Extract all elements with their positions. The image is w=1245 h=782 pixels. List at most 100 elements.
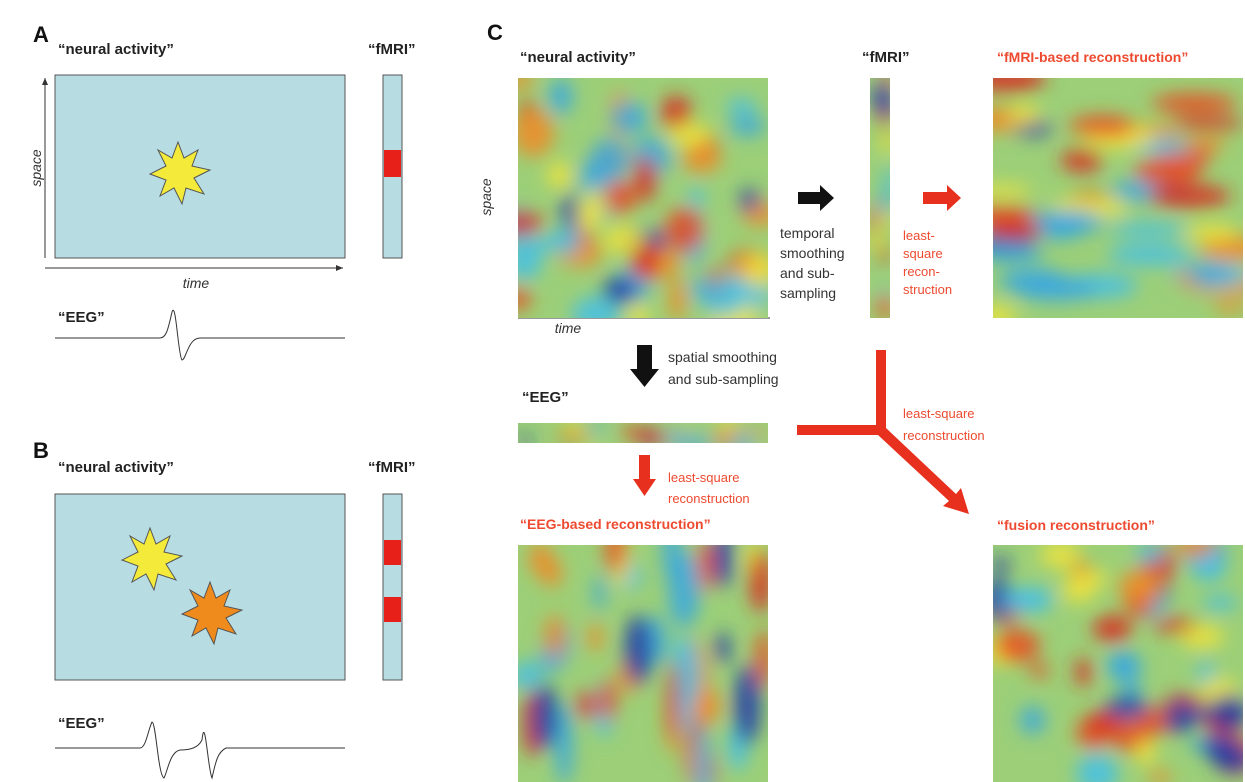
blob	[1164, 701, 1198, 734]
text-line: spatial smoothing	[668, 349, 777, 365]
text-line: temporal	[780, 225, 834, 241]
panel-title: “fusion reconstruction”	[997, 517, 1155, 533]
step-text: least-square recon-struction	[903, 228, 952, 297]
arrow	[633, 455, 656, 496]
blob	[1152, 618, 1197, 633]
blob	[739, 188, 760, 212]
axis-label: time	[183, 275, 210, 291]
text-line: reconstruction	[903, 428, 985, 443]
blob	[870, 202, 879, 237]
blob	[733, 664, 761, 746]
blob	[1060, 585, 1097, 603]
text-line: reconstruction	[668, 491, 750, 506]
blob	[878, 212, 890, 228]
heatmap-blobs	[993, 78, 1243, 318]
arrow	[630, 345, 659, 387]
heatmap-blobs	[518, 78, 768, 318]
blob	[701, 278, 747, 317]
blob	[1118, 569, 1163, 605]
blob	[518, 241, 542, 281]
arrow	[923, 185, 961, 211]
blob	[1039, 210, 1105, 234]
eeg-trace	[55, 309, 345, 361]
blob	[1212, 744, 1243, 774]
blob	[667, 123, 712, 147]
eeg-trace	[55, 721, 345, 780]
blob	[694, 726, 711, 782]
blob	[682, 143, 722, 174]
blob	[546, 161, 572, 190]
blob	[556, 224, 581, 256]
blob	[880, 131, 890, 155]
fmri-strip	[382, 493, 403, 681]
panel-label: C	[487, 20, 503, 45]
blob	[548, 78, 573, 116]
blob	[561, 193, 580, 234]
blob	[1064, 568, 1108, 589]
blob	[660, 95, 692, 131]
fusion-arrow	[797, 350, 969, 514]
blob	[1197, 660, 1215, 685]
blob	[518, 78, 534, 89]
text-line: recon-	[903, 264, 940, 279]
panel-title: “fMRI”	[368, 459, 416, 476]
heatmap-blobs	[870, 78, 890, 318]
blob	[1029, 663, 1049, 678]
panel-title: “neural activity”	[58, 41, 174, 58]
blob	[1039, 545, 1082, 568]
blob	[603, 225, 645, 255]
panel-title: “fMRI”	[862, 49, 910, 66]
blob	[993, 556, 1011, 572]
blob	[1148, 770, 1172, 782]
blob	[531, 683, 559, 750]
blob	[1019, 705, 1046, 735]
blob	[518, 287, 531, 311]
blob	[667, 550, 701, 628]
axis-label: space	[478, 178, 494, 216]
blob	[518, 212, 544, 235]
blob	[572, 296, 620, 318]
blob	[634, 156, 657, 202]
blob	[716, 423, 740, 432]
blob	[712, 545, 734, 588]
activity-burst	[180, 580, 244, 646]
blob	[1092, 614, 1132, 643]
heatmap	[993, 545, 1243, 782]
blob	[878, 294, 890, 318]
panel-title: “fMRI-based reconstruction”	[997, 49, 1188, 65]
blob	[587, 623, 603, 652]
blob	[1076, 752, 1119, 782]
blob	[576, 691, 598, 720]
blob	[993, 243, 1044, 262]
blob	[1060, 149, 1103, 173]
blob	[1151, 93, 1237, 114]
blob	[728, 433, 756, 443]
arrow	[798, 185, 834, 211]
blob	[621, 425, 638, 439]
blob	[877, 246, 890, 262]
blob	[589, 423, 606, 435]
blob	[629, 428, 664, 443]
blob	[998, 267, 1069, 295]
blob	[1170, 117, 1243, 131]
blob	[1106, 650, 1142, 683]
blob	[884, 78, 890, 90]
blob	[740, 253, 768, 288]
fmri-voxel	[384, 150, 401, 177]
text-line: least-	[903, 228, 935, 243]
blob	[1108, 221, 1188, 237]
blob	[1175, 545, 1216, 558]
blob	[1007, 105, 1041, 125]
blob	[1148, 184, 1231, 209]
text-line: least-square	[903, 406, 975, 421]
panel-title: “neural activity”	[58, 459, 174, 476]
blob	[666, 430, 682, 443]
blob	[1202, 595, 1238, 611]
blob	[590, 137, 628, 184]
blob	[1011, 587, 1055, 613]
blob	[870, 234, 886, 250]
blob	[729, 115, 766, 137]
panel-title: “EEG-based reconstruction”	[520, 516, 711, 532]
panel-label: B	[33, 438, 49, 463]
